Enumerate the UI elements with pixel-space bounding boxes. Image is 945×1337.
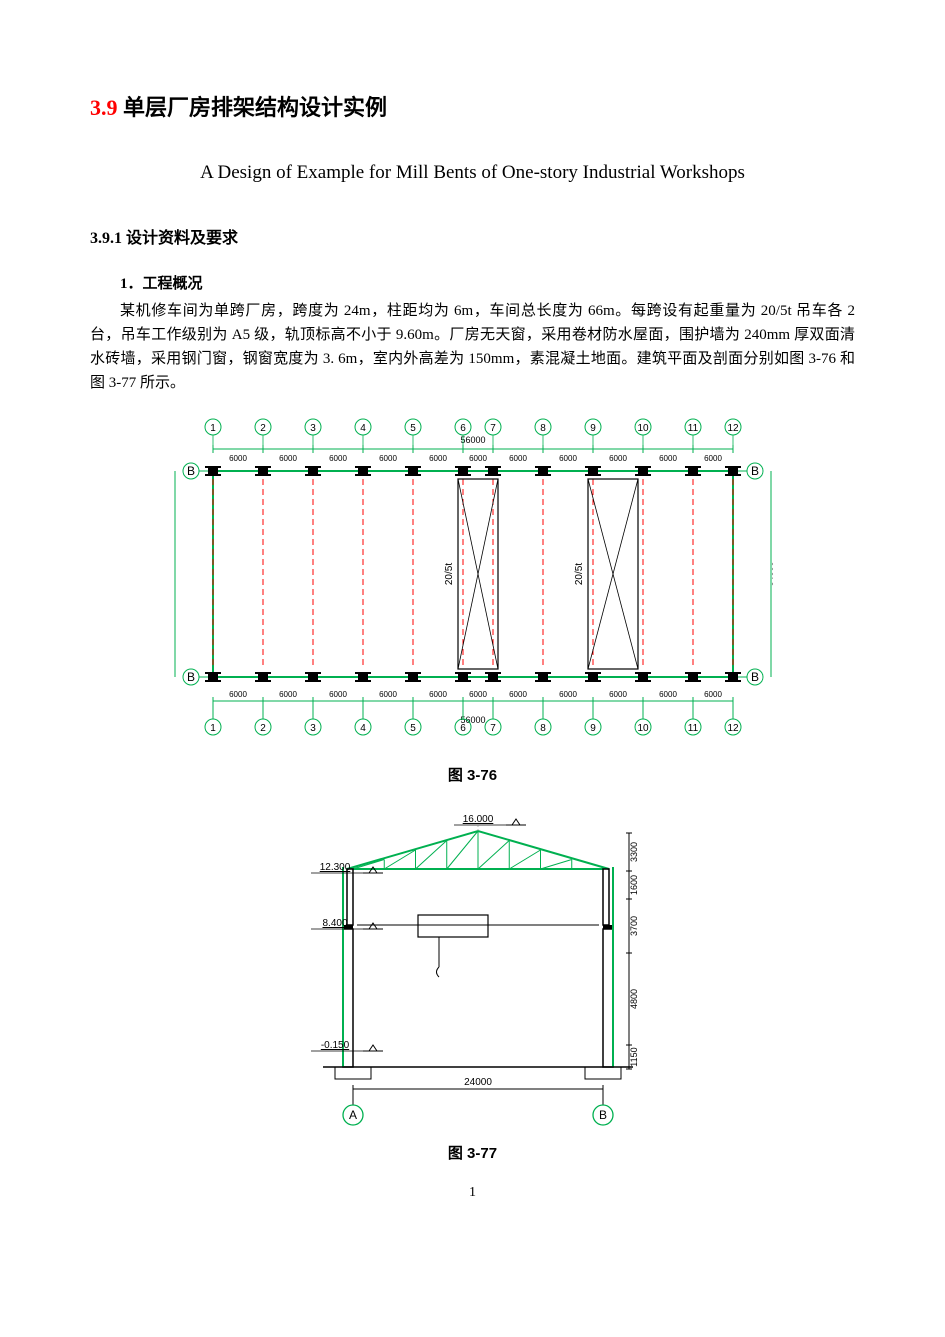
svg-text:B: B (750, 464, 758, 478)
svg-text:6000: 6000 (509, 454, 527, 463)
svg-text:6000: 6000 (659, 690, 677, 699)
svg-text:6000: 6000 (509, 690, 527, 699)
section-number: 3.9 (90, 95, 118, 120)
svg-text:9: 9 (590, 423, 596, 434)
svg-text:B: B (598, 1108, 606, 1122)
body-paragraph: 某机修车间为单跨厂房，跨度为 24m，柱距均为 6m，车间总长度为 66m。每跨… (90, 299, 855, 395)
svg-text:1600: 1600 (629, 875, 639, 895)
svg-text:8: 8 (540, 723, 546, 734)
subsection-number: 3.9.1 (90, 230, 122, 247)
svg-text:20/5t: 20/5t (574, 563, 585, 585)
svg-text:6000: 6000 (229, 690, 247, 699)
svg-text:6: 6 (460, 723, 466, 734)
svg-text:56000: 56000 (460, 435, 485, 445)
figure-76: 5600016000260003600046000560006600076000… (90, 409, 855, 754)
svg-text:8: 8 (540, 423, 546, 434)
svg-text:20/5t: 20/5t (444, 563, 455, 585)
svg-text:4800: 4800 (629, 989, 639, 1009)
svg-text:12: 12 (727, 723, 739, 734)
svg-text:3300: 3300 (629, 842, 639, 862)
svg-text:7: 7 (490, 723, 496, 734)
svg-text:12: 12 (727, 423, 739, 434)
svg-text:6000: 6000 (329, 454, 347, 463)
svg-text:12.300: 12.300 (319, 862, 350, 873)
svg-text:11: 11 (687, 723, 698, 734)
svg-text:4: 4 (360, 423, 366, 434)
svg-text:6000: 6000 (279, 454, 297, 463)
section-title-cn: 单层厂房排架结构设计实例 (123, 95, 387, 120)
svg-text:6000: 6000 (659, 454, 677, 463)
svg-text:10: 10 (637, 723, 649, 734)
svg-text:24000: 24000 (771, 561, 773, 586)
figure-76-caption: 图 3-76 (90, 764, 855, 785)
svg-text:6000: 6000 (329, 690, 347, 699)
svg-text:4: 4 (360, 723, 366, 734)
svg-text:6000: 6000 (429, 690, 447, 699)
svg-text:1: 1 (210, 423, 216, 434)
svg-text:6000: 6000 (279, 690, 297, 699)
svg-text:A: A (348, 1108, 356, 1122)
svg-text:6000: 6000 (609, 454, 627, 463)
figure-76-svg: 5600016000260003600046000560006600076000… (173, 409, 773, 749)
svg-text:1150: 1150 (629, 1047, 639, 1066)
svg-text:3700: 3700 (629, 916, 639, 936)
svg-text:5: 5 (410, 723, 416, 734)
figure-77: 24000 A B 16.000 12.300 8.400 -0.150 3300 1600 37… (90, 807, 855, 1132)
subsection-title: 设计资料及要求 (126, 230, 238, 247)
svg-text:6000: 6000 (609, 690, 627, 699)
section-heading: 3.9 单层厂房排架结构设计实例 (90, 90, 855, 122)
svg-text:3: 3 (310, 723, 316, 734)
svg-text:8.400: 8.400 (322, 918, 347, 929)
svg-text:6: 6 (460, 423, 466, 434)
svg-text:6000: 6000 (379, 690, 397, 699)
svg-text:6000: 6000 (704, 454, 722, 463)
figure-77-caption: 图 3-77 (90, 1142, 855, 1163)
svg-text:3: 3 (310, 423, 316, 434)
svg-text:B: B (750, 670, 758, 684)
svg-text:6000: 6000 (429, 454, 447, 463)
svg-text:6000: 6000 (229, 454, 247, 463)
svg-text:7: 7 (490, 423, 496, 434)
svg-text:6000: 6000 (469, 690, 487, 699)
svg-text:1: 1 (210, 723, 216, 734)
svg-text:6000: 6000 (559, 454, 577, 463)
svg-text:16.000: 16.000 (462, 814, 493, 825)
svg-text:2: 2 (260, 723, 266, 734)
english-title: A Design of Example for Mill Bents of On… (90, 162, 855, 184)
page-number: 1 (90, 1185, 855, 1201)
svg-text:5: 5 (410, 423, 416, 434)
svg-text:B: B (186, 464, 194, 478)
svg-text:9: 9 (590, 723, 596, 734)
svg-text:B: B (186, 670, 194, 684)
figure-77-svg: 24000 A B 16.000 12.300 8.400 -0.150 3300 1600 37… (263, 807, 683, 1127)
svg-text:6000: 6000 (704, 690, 722, 699)
paragraph-label: 1．工程概况 (120, 272, 855, 293)
svg-text:6000: 6000 (379, 454, 397, 463)
svg-text:24000: 24000 (464, 1077, 492, 1088)
svg-text:-0.150: -0.150 (320, 1040, 349, 1051)
subsection-heading: 3.9.1 设计资料及要求 (90, 224, 855, 248)
svg-text:6000: 6000 (469, 454, 487, 463)
svg-text:10: 10 (637, 423, 649, 434)
svg-text:6000: 6000 (559, 690, 577, 699)
svg-text:11: 11 (687, 423, 698, 434)
svg-text:2: 2 (260, 423, 266, 434)
